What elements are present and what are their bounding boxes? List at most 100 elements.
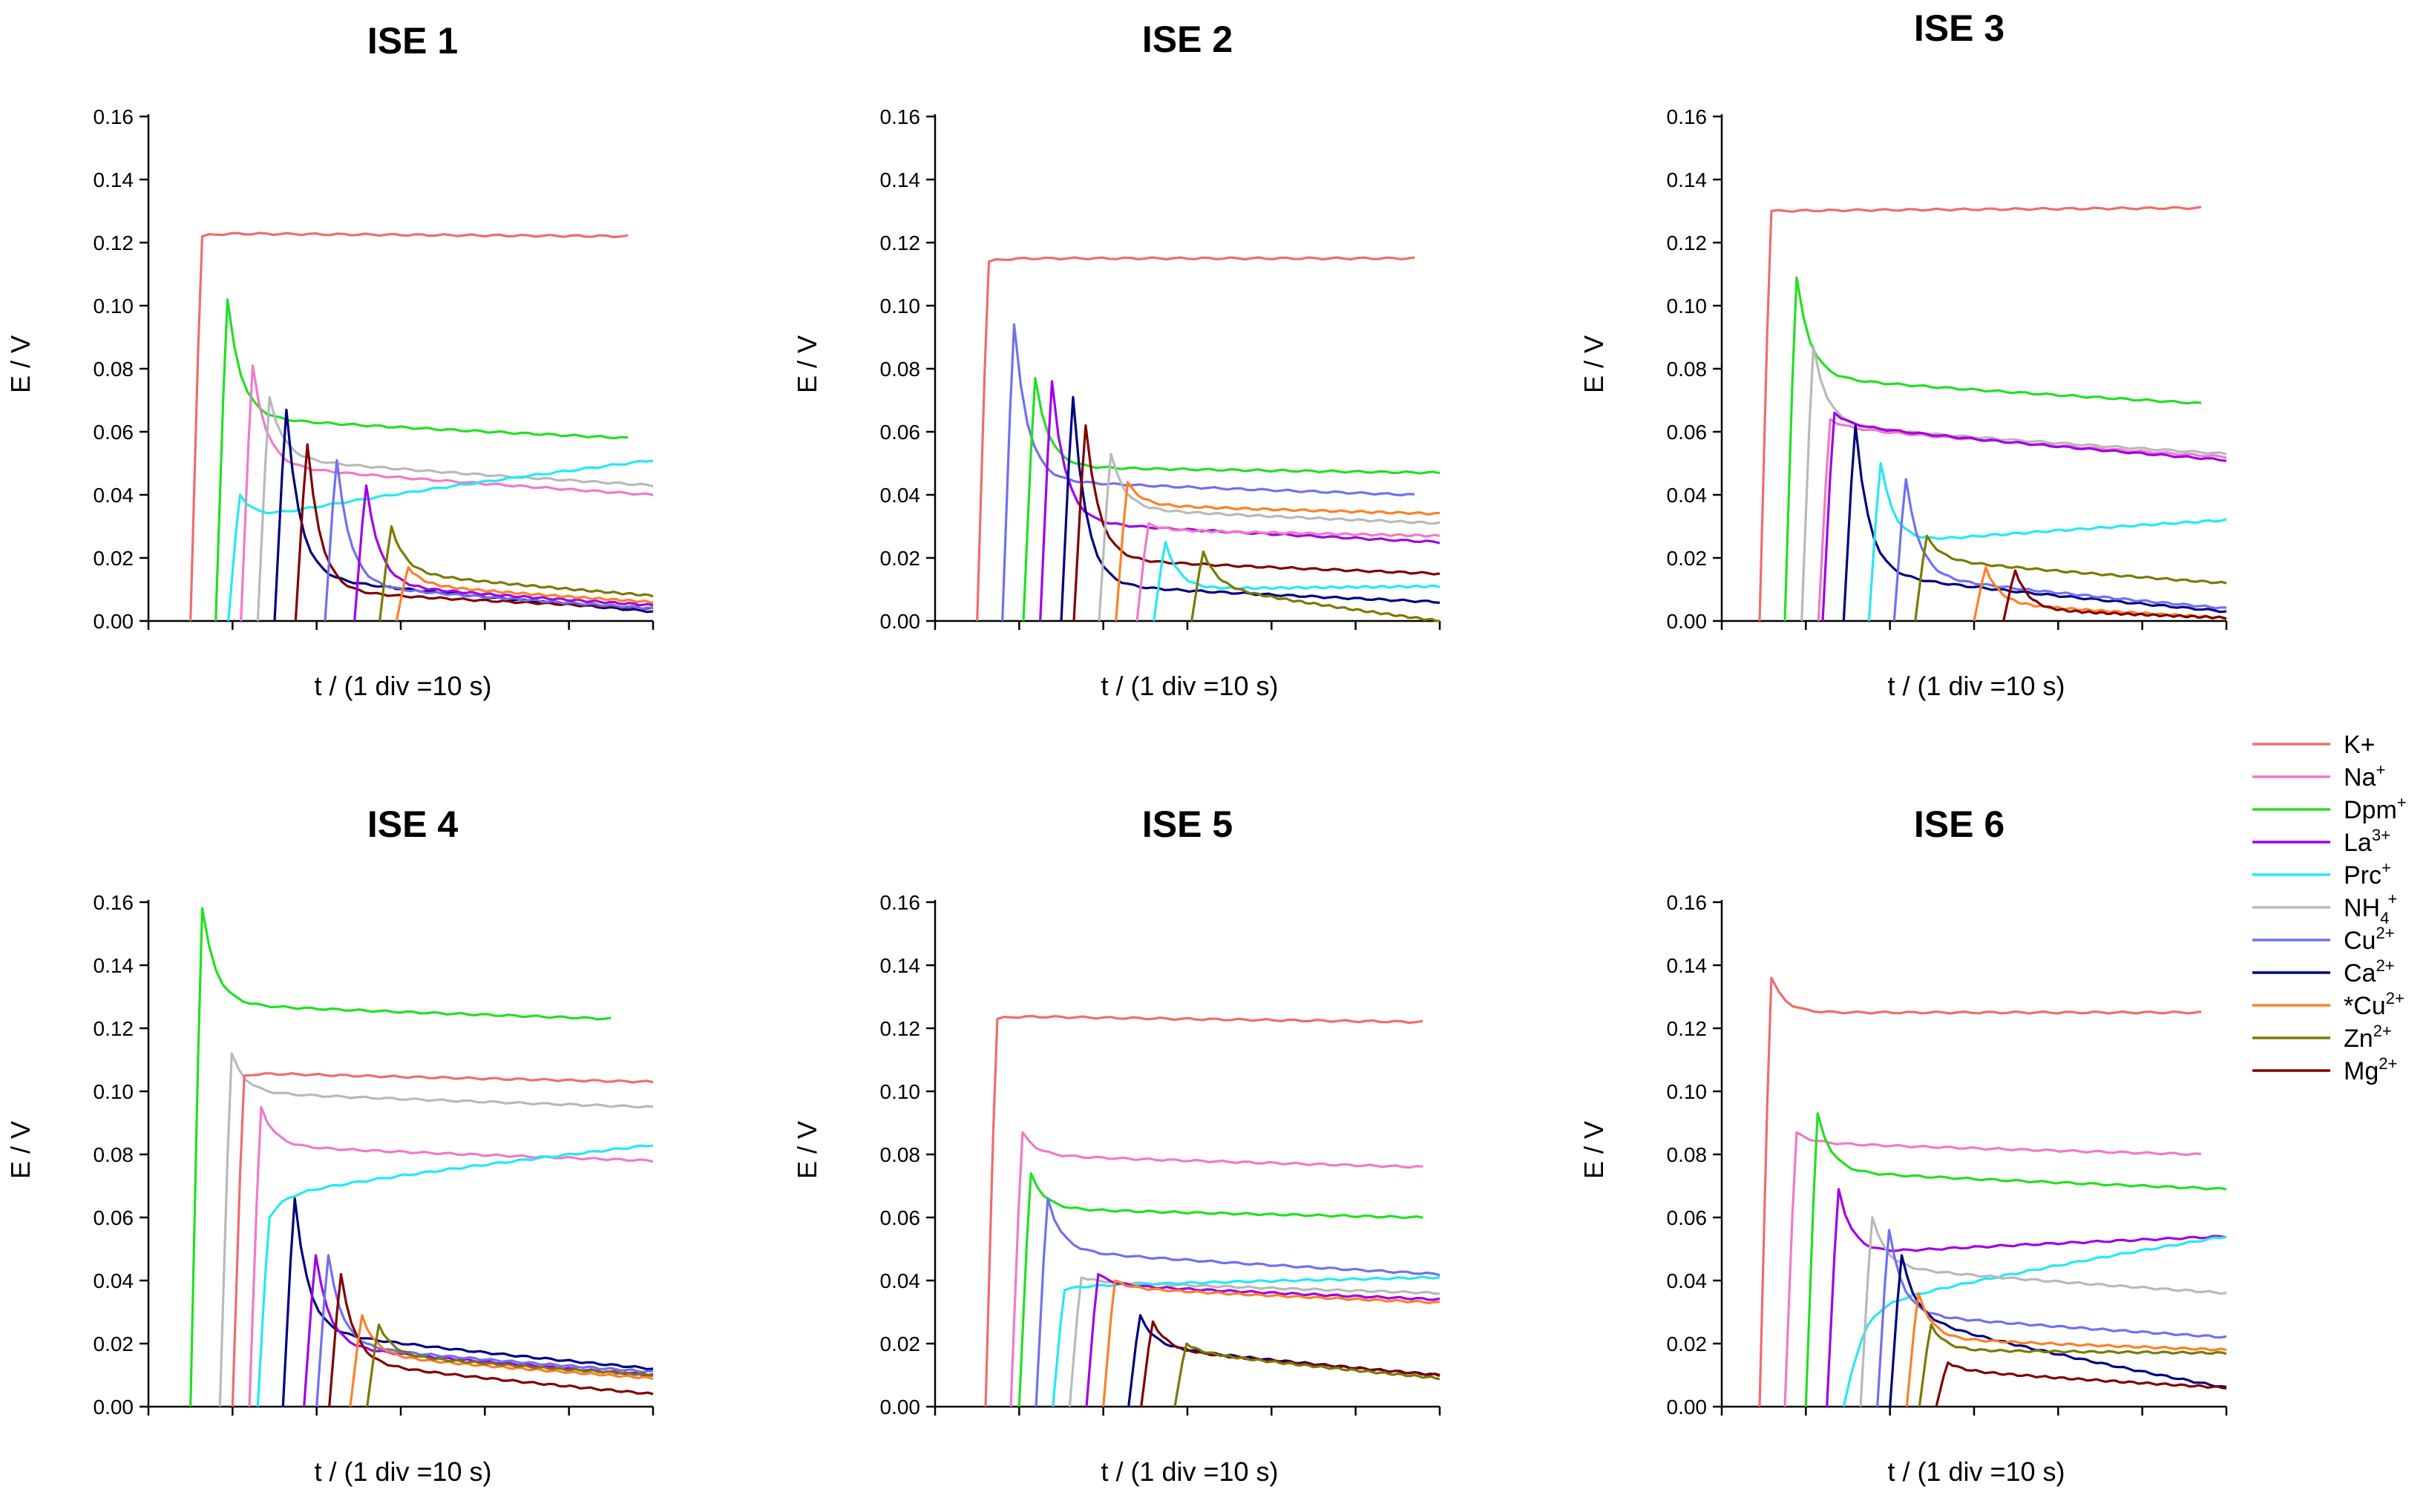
series-line-cu_star	[1115, 481, 1440, 622]
y-tick-label: 0.06	[94, 1206, 134, 1229]
y-tick-label: 0.14	[94, 168, 134, 191]
panel-title: ISE 4	[367, 803, 458, 845]
y-tick-label: 0.16	[1667, 891, 1708, 914]
x-axis-label: t / (1 div =10 s)	[1101, 1456, 1278, 1487]
y-tick-label: 0.14	[1667, 168, 1708, 191]
y-tick-label: 0.04	[880, 484, 921, 507]
panel-title: ISE 5	[1142, 803, 1233, 845]
series-line-zn	[1190, 550, 1440, 622]
y-tick-label: 0.08	[94, 1143, 134, 1166]
series-line-k	[231, 1072, 654, 1407]
y-tick-label: 0.10	[1667, 295, 1708, 318]
x-axis-label: t / (1 div =10 s)	[314, 1456, 491, 1487]
series-line-zn	[1914, 534, 2227, 622]
series-line-dpm	[1783, 276, 2202, 622]
panel-title: ISE 1	[367, 20, 458, 62]
legend-label-nh4: NH4+	[2344, 890, 2397, 927]
y-tick-label: 0.16	[880, 891, 921, 914]
legend-label-cu: Cu2+	[2344, 924, 2395, 955]
y-axis-label: E / V	[792, 335, 822, 393]
panel-4: ISE 4 0.00 0.02 0.04 0.06 0.08 0.10 0.12 0.14 0.1…	[5, 803, 655, 1487]
series-line-k	[976, 256, 1415, 622]
y-tick-label: 0.14	[880, 954, 921, 977]
series-line-ca	[1842, 424, 2227, 622]
y-tick-label: 0.02	[94, 1332, 134, 1355]
legend-label-k: K+	[2344, 731, 2376, 759]
y-tick-label: 0.00	[94, 610, 134, 633]
y-tick-label: 0.02	[1667, 1332, 1708, 1355]
y-axis-label: E / V	[792, 1121, 822, 1179]
series-line-la	[1821, 411, 2227, 622]
y-tick-label: 0.12	[880, 1017, 921, 1040]
y-tick-label: 0.04	[1667, 1269, 1708, 1292]
series-line-nh4	[1068, 1276, 1440, 1407]
y-tick-label: 0.08	[94, 358, 134, 381]
y-tick-label: 0.16	[94, 105, 134, 128]
series-line-ca	[1889, 1254, 2227, 1407]
legend-label-prc: Prc+	[2344, 858, 2391, 890]
y-tick-label: 0.04	[94, 484, 134, 507]
legend: K+Na+Dpm+La3+Prc+NH4+Cu2+Ca2+*Cu2+Zn2+Mg…	[2252, 731, 2407, 1085]
series-line-prc	[1842, 1235, 2227, 1407]
series-line-cu	[324, 458, 653, 622]
y-tick-label: 0.16	[1667, 105, 1708, 128]
panel-3: ISE 3 0.00 0.02 0.04 0.06 0.08 0.10 0.12 0.14 0.1…	[1579, 7, 2228, 701]
series-line-nh4	[1098, 453, 1440, 622]
panel-2: ISE 2 0.00 0.02 0.04 0.06 0.08 0.10 0.12 0.14 0.1…	[792, 19, 1441, 701]
y-tick-label: 0.00	[880, 610, 921, 633]
series-line-dpm	[1017, 1171, 1423, 1407]
legend-label-dpm: Dpm+	[2344, 793, 2407, 824]
y-tick-label: 0.06	[94, 421, 134, 444]
y-tick-label: 0.12	[94, 1017, 134, 1040]
series-line-zn	[1918, 1323, 2227, 1407]
series-line-cu_star	[395, 566, 654, 622]
series-line-dpm	[1804, 1112, 2227, 1407]
y-tick-label: 0.06	[1667, 1206, 1708, 1229]
series-line-cu_star	[1102, 1279, 1440, 1407]
panel-title: ISE 2	[1142, 19, 1233, 60]
series-line-k	[1758, 976, 2202, 1407]
y-tick-label: 0.10	[1667, 1080, 1708, 1103]
y-tick-label: 0.02	[880, 1332, 921, 1355]
series-line-mg	[294, 443, 654, 622]
series-line-na	[1783, 1131, 2202, 1407]
series-line-mg	[328, 1272, 654, 1407]
y-tick-label: 0.12	[880, 231, 921, 254]
series-line-nh4	[218, 1052, 654, 1407]
series-line-cu	[1876, 1229, 2227, 1407]
legend-label-la: La3+	[2344, 826, 2390, 857]
series-line-la	[353, 484, 654, 622]
y-tick-label: 0.04	[1667, 484, 1708, 507]
series-line-dpm	[189, 907, 612, 1407]
legend-label-mg: Mg2+	[2344, 1054, 2397, 1085]
series-line-nh4	[1859, 1216, 2227, 1407]
y-tick-label: 0.10	[94, 295, 134, 318]
panel-6: ISE 6 0.00 0.02 0.04 0.06 0.08 0.10 0.12 0.14 0.1…	[1579, 803, 2228, 1487]
y-tick-label: 0.12	[94, 231, 134, 254]
legend-label-na: Na+	[2344, 760, 2385, 792]
y-axis-label: E / V	[5, 1121, 36, 1179]
y-axis-label: E / V	[1579, 335, 1609, 393]
y-tick-label: 0.16	[94, 891, 134, 914]
series-line-mg	[2002, 569, 2227, 622]
series-line-na	[1009, 1131, 1423, 1407]
series-line-prc	[1052, 1275, 1440, 1407]
y-tick-label: 0.00	[1667, 610, 1708, 633]
y-tick-label: 0.12	[1667, 231, 1708, 254]
y-axis-label: E / V	[1579, 1121, 1609, 1179]
series-line-k	[984, 1014, 1423, 1407]
y-tick-label: 0.08	[1667, 358, 1708, 381]
series-line-nh4	[256, 395, 654, 622]
y-tick-label: 0.06	[1667, 421, 1708, 444]
series-line-la	[1085, 1272, 1440, 1407]
x-axis-label: t / (1 div =10 s)	[1887, 1456, 2065, 1487]
legend-label-cu_star: *Cu2+	[2344, 989, 2405, 1020]
y-tick-label: 0.08	[880, 1143, 921, 1166]
panel-title: ISE 6	[1914, 803, 2005, 845]
y-tick-label: 0.14	[1667, 954, 1708, 977]
series-line-mg	[1072, 424, 1440, 622]
y-tick-label: 0.02	[880, 547, 921, 570]
series-line-zn	[378, 525, 654, 622]
series-line-k	[1758, 206, 2202, 622]
